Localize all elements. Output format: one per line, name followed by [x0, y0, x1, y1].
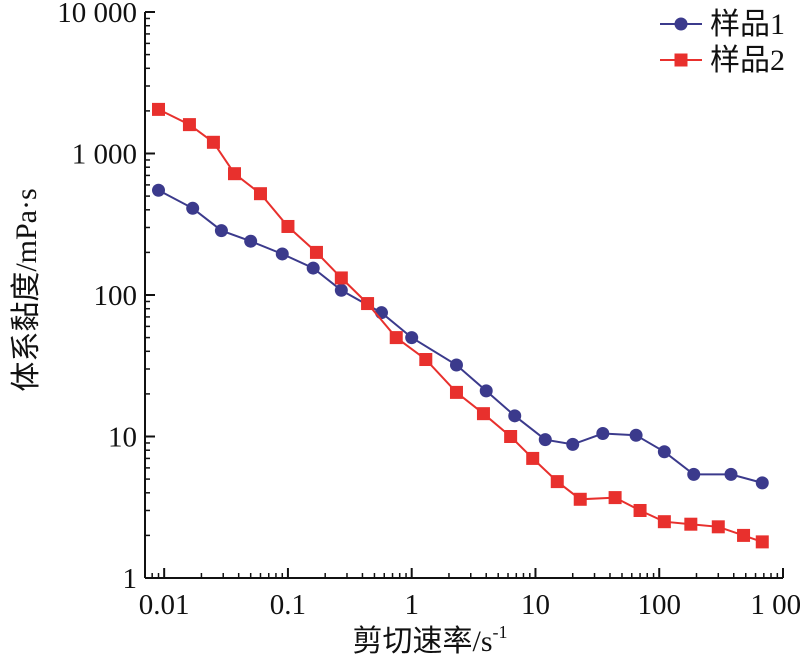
data-point	[449, 358, 463, 372]
data-point	[449, 385, 463, 399]
data-point	[566, 437, 580, 451]
series-2	[152, 102, 769, 549]
data-point	[309, 245, 323, 259]
legend-label: 样品2	[710, 44, 785, 77]
data-point	[152, 102, 166, 116]
series-1	[152, 183, 769, 490]
legend-label: 样品1	[710, 8, 785, 41]
data-point	[596, 427, 610, 441]
data-point	[186, 201, 200, 215]
data-point	[389, 331, 403, 345]
x-tick-label: 100	[637, 589, 681, 621]
legend-marker	[674, 17, 688, 31]
data-point	[633, 503, 647, 517]
data-point	[608, 491, 622, 505]
x-tick-label: 0.01	[139, 589, 190, 621]
data-point	[152, 183, 166, 197]
y-tick-label: 10	[108, 422, 137, 454]
data-point	[275, 247, 289, 261]
x-tick-label: 1 000	[750, 589, 800, 621]
data-point	[281, 219, 295, 233]
data-point	[737, 528, 751, 542]
x-axis-title: 剪切速率/s-1	[352, 622, 507, 658]
data-point	[374, 306, 388, 320]
data-point	[538, 433, 552, 447]
series-line	[158, 189, 763, 484]
series	[152, 102, 769, 549]
data-point	[755, 535, 769, 549]
legend-item: 样品1	[660, 8, 785, 41]
data-point	[253, 187, 267, 201]
data-point	[206, 135, 220, 149]
data-point	[306, 261, 320, 275]
data-point	[361, 297, 375, 311]
data-point	[550, 475, 564, 489]
data-point	[508, 409, 522, 423]
data-point	[214, 224, 228, 238]
legend-marker	[674, 53, 688, 67]
data-point	[687, 467, 701, 481]
ticks: 1 10 100 1 000 10 000 0.01 0.1 1 10 100 1 000	[57, 0, 800, 621]
data-point	[724, 467, 738, 481]
data-point	[711, 520, 725, 534]
x-tick-label: 1	[404, 589, 419, 621]
data-point	[755, 476, 769, 490]
data-point	[479, 384, 493, 398]
data-point	[684, 517, 698, 531]
y-tick-label: 10 000	[57, 0, 137, 29]
y-axis-title: 体系黏度/mPa·s	[10, 188, 43, 391]
data-point	[657, 445, 671, 459]
y-tick-label: 1	[123, 563, 138, 595]
y-tick-label: 1 000	[72, 139, 137, 171]
legend-item: 样品2	[660, 44, 785, 77]
data-point	[526, 451, 540, 465]
data-point	[657, 515, 671, 529]
series-line	[158, 108, 763, 543]
data-point	[334, 271, 348, 285]
data-point	[405, 331, 419, 345]
axes	[144, 12, 783, 579]
x-tick-label: 0.1	[270, 589, 306, 621]
data-point	[476, 407, 490, 421]
data-point	[334, 283, 348, 297]
x-tick-label: 10	[521, 589, 550, 621]
data-point	[573, 492, 587, 506]
data-point	[227, 167, 241, 181]
y-tick-label: 100	[94, 280, 138, 312]
data-point	[504, 430, 518, 443]
data-point	[244, 234, 258, 248]
data-point	[629, 428, 643, 442]
data-point	[182, 118, 196, 132]
data-point	[419, 353, 433, 367]
